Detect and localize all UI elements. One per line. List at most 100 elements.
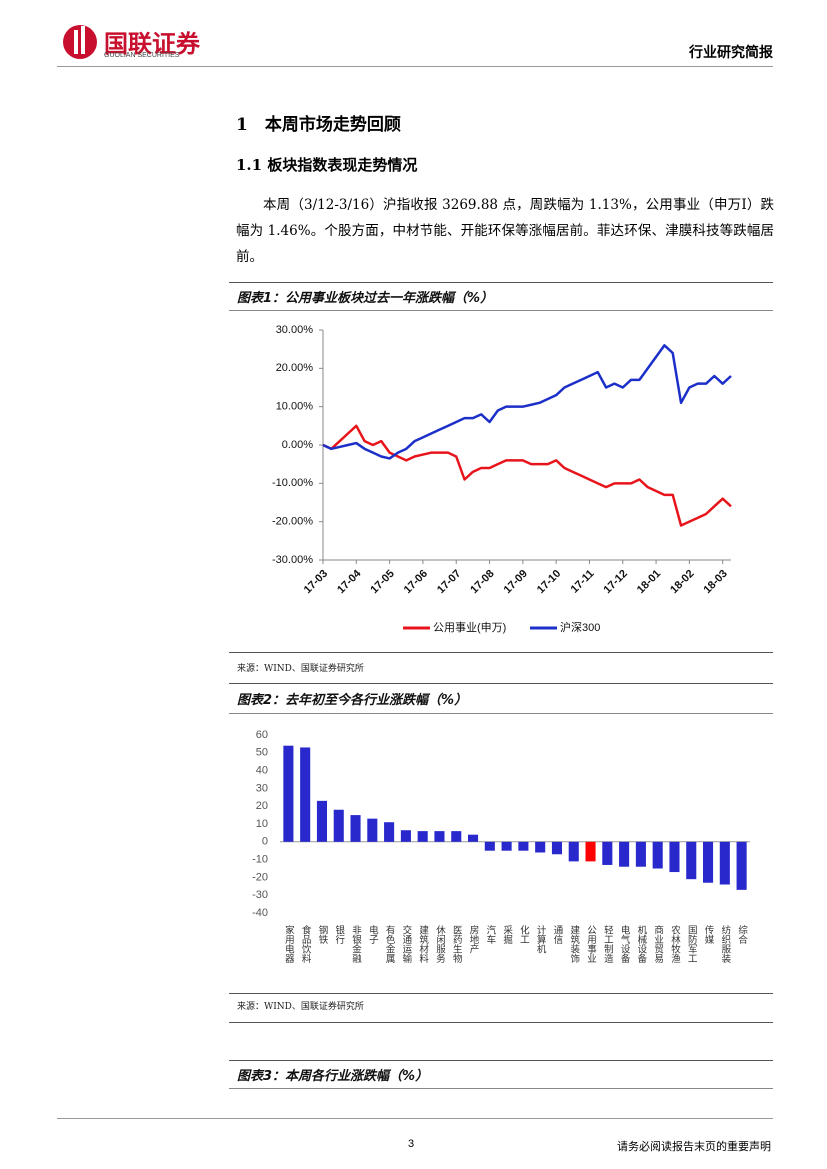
y-tick-label: -30 — [252, 889, 268, 901]
rule — [229, 1088, 773, 1089]
logo-icon — [63, 25, 97, 59]
x-tick-label: 商业贸易 — [652, 924, 664, 964]
x-tick-label: 休闲服务 — [434, 924, 446, 964]
x-tick-label: 17-05 — [368, 568, 396, 596]
x-tick-label: 钢铁 — [316, 924, 328, 945]
bar — [333, 809, 344, 842]
x-tick-label: 公用事业 — [585, 925, 597, 963]
footer-note: 请务必阅读报告末页的重要声明 — [617, 1140, 771, 1153]
bar — [468, 834, 479, 842]
y-tick-label: 40 — [256, 765, 268, 777]
legend-label: 公用事业(申万) — [433, 621, 506, 634]
bar — [350, 815, 361, 842]
x-tick-label: 医药生物 — [451, 925, 463, 964]
x-tick-label: 17-12 — [602, 568, 630, 596]
x-tick-label: 17-08 — [468, 568, 496, 596]
x-tick-label: 汽车 — [484, 924, 496, 945]
bar — [484, 841, 495, 851]
x-tick-label: 18-03 — [701, 568, 729, 596]
x-tick-label: 化工 — [518, 924, 530, 944]
x-tick-label: 17-04 — [335, 567, 364, 596]
x-tick-label: 17-07 — [435, 568, 463, 596]
rule — [229, 1060, 773, 1061]
x-tick-label: 采掘 — [501, 925, 513, 945]
logo-subtext: GUOLIAN SECURITIES — [104, 52, 180, 59]
x-tick-label: 电子 — [367, 924, 379, 944]
x-tick-label: 18-01 — [635, 568, 663, 596]
figure-title: 图表3：本周各行业涨跌幅（%） — [237, 1069, 429, 1084]
x-tick-label: 17-06 — [402, 568, 430, 596]
rule — [229, 652, 773, 653]
rule — [229, 993, 773, 994]
x-tick-label: 农林牧渔 — [669, 924, 681, 963]
y-tick-label: -40 — [252, 907, 268, 919]
bar — [451, 831, 462, 842]
x-tick-label: 17-03 — [302, 568, 330, 596]
x-tick-label: 电气设备 — [619, 924, 631, 964]
y-tick-label: 0 — [262, 836, 268, 848]
x-tick-label: 食品饮料 — [300, 924, 312, 964]
bar — [736, 841, 747, 890]
bar — [501, 841, 512, 851]
x-tick-label: 18-02 — [668, 568, 696, 596]
bar — [367, 818, 378, 842]
line-series — [322, 344, 732, 460]
rule — [229, 310, 773, 311]
x-tick-label: 17-09 — [502, 568, 530, 596]
y-tick-label: -10 — [252, 854, 268, 866]
page-number: 3 — [408, 1138, 415, 1150]
header-rule — [57, 66, 773, 67]
legend-label: 沪深300 — [560, 620, 600, 634]
figure-title: 图表2：去年初至今各行业涨跌幅（%） — [237, 693, 468, 708]
y-tick-label: -30.00% — [272, 554, 313, 566]
bar — [568, 841, 579, 862]
rule — [229, 282, 773, 283]
bar — [316, 800, 327, 842]
bar — [652, 841, 663, 869]
bar — [417, 831, 428, 842]
y-tick-label: 20 — [256, 800, 268, 812]
bar — [686, 841, 697, 880]
x-tick-label: 国防军工 — [686, 925, 698, 963]
x-tick-label: 轻工制造 — [602, 924, 614, 964]
x-tick-label: 有色金属 — [384, 924, 396, 964]
rule — [229, 1022, 773, 1023]
figure-source: 来源：WIND、国联证券研究所 — [237, 664, 364, 674]
x-tick-label: 计算机 — [535, 924, 547, 954]
x-tick-label: 综合 — [736, 924, 748, 945]
bar — [585, 841, 596, 862]
footer-rule — [57, 1118, 773, 1119]
bar — [535, 841, 546, 853]
x-tick-label: 建筑材料 — [417, 924, 429, 964]
paragraph: 本周（3/12-3/16）沪指收报 3269.88 点，周跌幅为 1.13%，公… — [236, 197, 774, 265]
x-tick-label: 17-11 — [569, 568, 597, 596]
y-tick-label: 10.00% — [276, 401, 314, 413]
rule — [229, 713, 773, 714]
line-series — [322, 424, 732, 527]
x-tick-label: 家用电器 — [283, 924, 295, 963]
y-tick-label: 10 — [256, 818, 268, 830]
bar — [400, 830, 411, 842]
x-tick-label: 非银金融 — [350, 924, 362, 964]
x-tick-label: 纺织服装 — [719, 924, 731, 964]
bar — [602, 841, 613, 865]
x-tick-label: 通信 — [551, 925, 563, 945]
y-tick-label: 60 — [256, 729, 268, 741]
y-tick-label: -20.00% — [272, 516, 313, 528]
bar — [619, 841, 630, 867]
bar — [719, 841, 730, 885]
x-tick-label: 机械设备 — [635, 924, 647, 964]
section-heading: 1 本周市场走势回顾 — [236, 115, 401, 135]
y-tick-label: 50 — [256, 747, 268, 759]
bar — [384, 822, 395, 842]
y-tick-label: 20.00% — [276, 362, 314, 374]
bar — [635, 841, 646, 867]
report-type: 行业研究简报 — [689, 45, 773, 61]
y-tick-label: -10.00% — [272, 477, 313, 489]
x-tick-label: 传媒 — [703, 924, 715, 945]
bar — [669, 841, 680, 873]
bar — [551, 841, 562, 855]
x-tick-label: 银行 — [333, 924, 345, 945]
